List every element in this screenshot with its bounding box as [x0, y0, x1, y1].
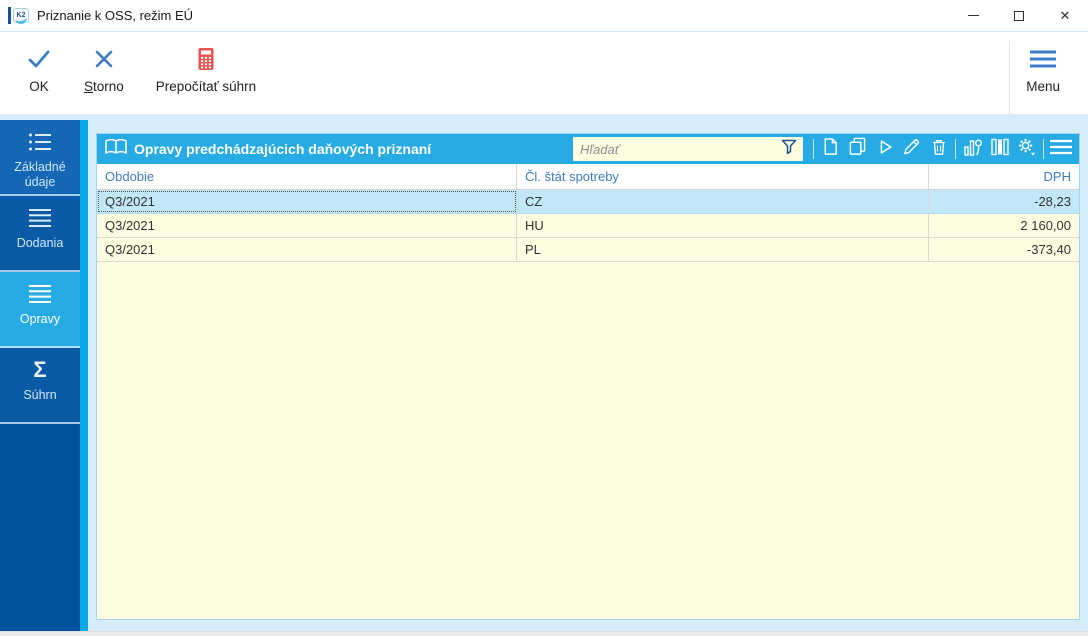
sidebar-item-label: Základné údaje — [14, 160, 66, 189]
search-input[interactable] — [580, 141, 780, 157]
main-toolbar: OK Storno Prepočí — [0, 32, 1088, 114]
sigma-icon: Σ — [33, 357, 47, 382]
pencil-icon — [902, 137, 921, 161]
toolbar-divider — [1009, 42, 1011, 114]
sidebar-item-label: Opravy — [19, 312, 61, 326]
calculator-icon — [193, 46, 219, 72]
corrections-grid-panel: Opravy predchádzajúcich daňových priznan… — [96, 133, 1080, 620]
sidebar-item-label: Súhrn — [23, 388, 57, 402]
table-row[interactable]: Q3/2021 HU 2 160,00 — [97, 214, 1079, 238]
close-icon: ✕ — [1059, 7, 1071, 23]
book-icon — [105, 138, 127, 161]
app-logo-text: K2 — [13, 8, 29, 23]
maximize-button[interactable] — [996, 0, 1042, 32]
minimize-icon — [967, 15, 979, 16]
main-pane: Opravy predchádzajúcich daňových priznan… — [88, 120, 1088, 631]
sidebar-item-zakladne-udaje[interactable]: Základné údaje — [0, 120, 80, 196]
table-row[interactable]: Q3/2021 PL -373,40 — [97, 238, 1079, 262]
run-button[interactable] — [871, 137, 898, 161]
cell-obdobie: Q3/2021 — [97, 214, 517, 237]
cell-stat: HU — [517, 214, 929, 237]
cell-dph: -373,40 — [1026, 242, 1071, 257]
titlebar: K2 Priznanie k OSS, režim EÚ ✕ — [0, 0, 1088, 32]
cell-stat: CZ — [517, 190, 929, 213]
delete-button[interactable] — [925, 137, 952, 161]
app-logo-icon: K2 — [8, 7, 29, 25]
settings-button[interactable] — [1013, 137, 1040, 161]
sidebar-item-suhrn[interactable]: Σ Súhrn — [0, 348, 80, 424]
columns-icon — [990, 137, 1010, 162]
cell-obdobie: Q3/2021 — [97, 190, 517, 213]
maximize-icon — [1014, 10, 1024, 21]
cell-dph: -28,23 — [1034, 194, 1071, 209]
sidebar-item-opravy[interactable]: Opravy — [0, 272, 80, 348]
column-header-dph[interactable]: DPH — [1043, 169, 1071, 184]
table-empty-area — [97, 262, 1079, 619]
copy-icon — [848, 137, 867, 161]
ok-label: OK — [29, 79, 49, 94]
cell-stat: PL — [517, 238, 929, 261]
column-header-obdobie[interactable]: Obdobie — [97, 164, 517, 189]
grid-header-bar: Opravy predchádzajúcich daňových priznan… — [97, 134, 1079, 164]
gear-icon — [1016, 136, 1037, 162]
sidebar-item-dodania[interactable]: Dodania — [0, 196, 80, 272]
cancel-x-icon — [91, 46, 117, 72]
storno-label: Storno — [84, 79, 124, 94]
chart-analysis-icon — [963, 137, 983, 162]
close-button[interactable]: ✕ — [1042, 0, 1088, 32]
sidebar: Základné údaje Dodania Opravy Σ Súhr — [0, 120, 88, 631]
table-header-row: Obdobie Čl. štát spotreby DPH — [97, 164, 1079, 190]
bullet-list-icon — [27, 131, 53, 153]
cell-obdobie: Q3/2021 — [97, 238, 517, 261]
new-record-button[interactable] — [817, 137, 844, 161]
filter-funnel-icon[interactable] — [780, 138, 798, 161]
cell-dph: 2 160,00 — [1020, 218, 1071, 233]
new-document-icon — [821, 137, 840, 161]
check-icon — [26, 46, 52, 72]
sidebar-item-label: Dodania — [16, 236, 64, 250]
trash-icon — [930, 137, 948, 161]
menu-label: Menu — [1026, 79, 1060, 94]
grid-menu-button[interactable] — [1047, 137, 1074, 161]
edit-button[interactable] — [898, 137, 925, 161]
list-icon — [27, 207, 53, 229]
minimize-button[interactable] — [950, 0, 996, 32]
table-row[interactable]: Q3/2021 CZ -28,23 — [97, 190, 1079, 214]
grid-title: Opravy predchádzajúcich daňových priznan… — [134, 141, 432, 157]
recalculate-summary-label: Prepočítať súhrn — [155, 79, 257, 94]
ok-button[interactable]: OK — [10, 40, 68, 98]
copy-record-button[interactable] — [844, 137, 871, 161]
sidebar-splitter[interactable] — [80, 120, 88, 631]
column-header-stat-spotreby[interactable]: Čl. štát spotreby — [517, 164, 929, 189]
storno-button[interactable]: Storno — [68, 40, 140, 98]
grid-menu-icon — [1049, 137, 1073, 162]
hamburger-menu-icon — [1028, 46, 1058, 72]
window-controls: ✕ — [950, 0, 1088, 32]
toolbar-separator — [0, 114, 1088, 120]
list-icon — [27, 283, 53, 305]
search-box — [573, 137, 803, 161]
chart-analysis-button[interactable] — [959, 137, 986, 161]
play-icon — [876, 138, 894, 161]
columns-button[interactable] — [986, 137, 1013, 161]
menu-button[interactable]: Menu — [1010, 40, 1076, 98]
window-title: Priznanie k OSS, režim EÚ — [37, 8, 194, 23]
recalculate-summary-button[interactable]: Prepočítať súhrn — [140, 40, 272, 98]
window-bottom-edge — [0, 631, 1088, 636]
